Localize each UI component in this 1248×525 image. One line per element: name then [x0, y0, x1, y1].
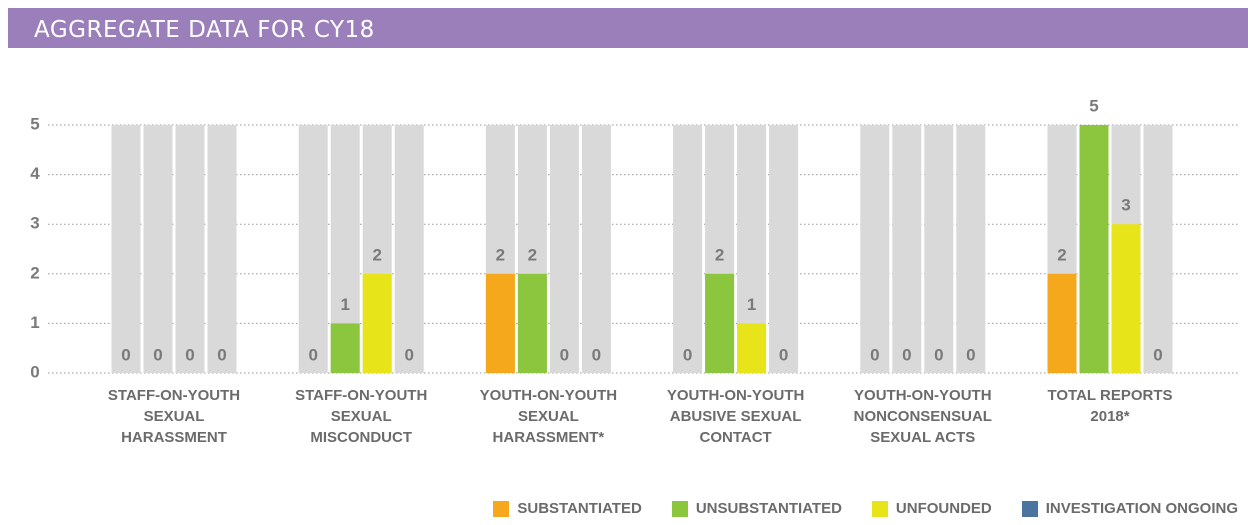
value-label: 1 [340, 295, 349, 314]
value-label: 0 [121, 345, 130, 364]
legend-swatch [1021, 500, 1038, 517]
bar [517, 273, 547, 373]
bar [1079, 125, 1109, 373]
y-tick-label: 4 [30, 164, 40, 183]
legend: SUBSTANTIATED UNSUBSTANTIATED UNFOUNDED INV… [493, 500, 1238, 517]
value-label: 2 [372, 245, 381, 264]
value-label: 1 [747, 295, 756, 314]
legend-item: UNFOUNDED [871, 500, 992, 517]
bar [1047, 273, 1077, 373]
value-label: 0 [1153, 345, 1162, 364]
bar-background [956, 125, 986, 373]
legend-item: SUBSTANTIATED [493, 500, 642, 517]
value-label: 0 [217, 345, 226, 364]
bar [705, 273, 735, 373]
x-tick-label: YOUTH-ON-YOUTH SEXUAL HARASSMENT* [479, 387, 618, 446]
y-tick-label: 1 [30, 313, 39, 332]
x-tick-label: STAFF-ON-YOUTH SEXUAL MISCONDUCT [295, 387, 428, 446]
bar-background [175, 125, 205, 373]
value-label: 2 [1057, 245, 1066, 264]
x-tick-label: TOTAL REPORTS 2018* [1047, 387, 1173, 425]
y-tick-label: 2 [30, 263, 39, 282]
value-label: 5 [1089, 96, 1098, 115]
x-tick-label: YOUTH-ON-YOUTH NONCONSENSUAL SEXUAL ACTS [853, 387, 992, 446]
value-label: 0 [934, 345, 943, 364]
value-label: 0 [592, 345, 601, 364]
header-bar: AGGREGATE DATA FOR CY18 [8, 8, 1248, 48]
bar [737, 323, 767, 373]
x-tick-label: YOUTH-ON-YOUTH ABUSIVE SEXUAL CONTACT [666, 387, 805, 446]
legend-label: SUBSTANTIATED [517, 500, 642, 517]
legend-swatch [871, 500, 888, 517]
bar [362, 273, 392, 373]
value-label: 0 [779, 345, 788, 364]
legend-swatch [671, 500, 688, 517]
y-tick-label: 3 [30, 214, 39, 233]
bar-background [111, 125, 141, 373]
bar-background [207, 125, 237, 373]
value-label: 0 [404, 345, 413, 364]
value-label: 2 [496, 245, 505, 264]
value-label: 0 [153, 345, 162, 364]
bar-background [394, 125, 424, 373]
value-label: 2 [528, 245, 537, 264]
x-tick-label: STAFF-ON-YOUTH SEXUAL HARASSMENT [107, 387, 241, 446]
y-tick-label: 0 [30, 362, 39, 381]
value-label: 3 [1121, 196, 1130, 215]
legend-item: UNSUBSTANTIATED [671, 500, 842, 517]
bar-background [298, 125, 328, 373]
y-tick-label: 5 [30, 114, 39, 133]
bar-background [860, 125, 890, 373]
bar-background [549, 125, 579, 373]
value-label: 0 [308, 345, 317, 364]
bar-background [892, 125, 922, 373]
bar [485, 273, 515, 373]
bar-background [581, 125, 611, 373]
bar-background [673, 125, 703, 373]
bar-background [143, 125, 173, 373]
value-label: 2 [715, 245, 724, 264]
value-label: 0 [902, 345, 911, 364]
value-label: 0 [870, 345, 879, 364]
legend-label: UNSUBSTANTIATED [695, 500, 842, 517]
bar [330, 323, 360, 373]
value-label: 0 [683, 345, 692, 364]
chart-title: AGGREGATE DATA FOR CY18 [34, 17, 375, 43]
value-label: 0 [185, 345, 194, 364]
legend-item: INVESTIGATION ONGOING [1021, 500, 1238, 517]
bar-background [769, 125, 799, 373]
legend-label: INVESTIGATION ONGOING [1045, 500, 1238, 517]
bar-background [924, 125, 954, 373]
bar-background [1143, 125, 1173, 373]
value-label: 0 [560, 345, 569, 364]
value-label: 0 [966, 345, 975, 364]
bar [1111, 224, 1141, 373]
legend-swatch [493, 500, 510, 517]
legend-label: UNFOUNDED [895, 500, 992, 517]
